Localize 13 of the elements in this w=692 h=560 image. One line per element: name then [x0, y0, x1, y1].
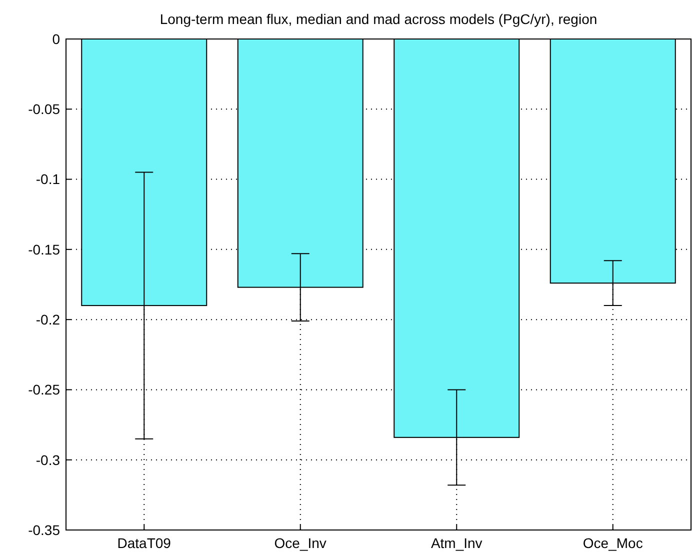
y-tick-label: 0 [52, 30, 60, 47]
y-tick-label: -0.1 [36, 171, 60, 188]
x-tick-label: Oce_Moc [582, 535, 643, 551]
x-tick-label: DataT09 [117, 535, 172, 551]
y-tick-label: -0.35 [28, 522, 60, 538]
y-tick-label: -0.15 [28, 241, 60, 258]
x-tick-label: Atm_Inv [430, 535, 482, 551]
y-tick-label: -0.3 [36, 452, 60, 468]
y-tick-label: -0.2 [36, 311, 60, 328]
x-tick-label: Oce_Inv [274, 535, 326, 551]
chart-title: Long-term mean flux, median and mad across models (PgC/yr), region [160, 11, 598, 27]
y-tick-label: -0.05 [28, 101, 60, 118]
y-tick-label: -0.25 [28, 382, 60, 398]
